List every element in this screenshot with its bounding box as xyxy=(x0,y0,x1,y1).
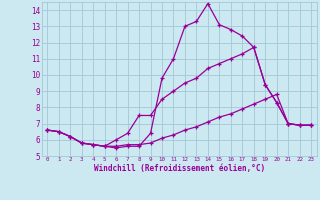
X-axis label: Windchill (Refroidissement éolien,°C): Windchill (Refroidissement éolien,°C) xyxy=(94,164,265,173)
